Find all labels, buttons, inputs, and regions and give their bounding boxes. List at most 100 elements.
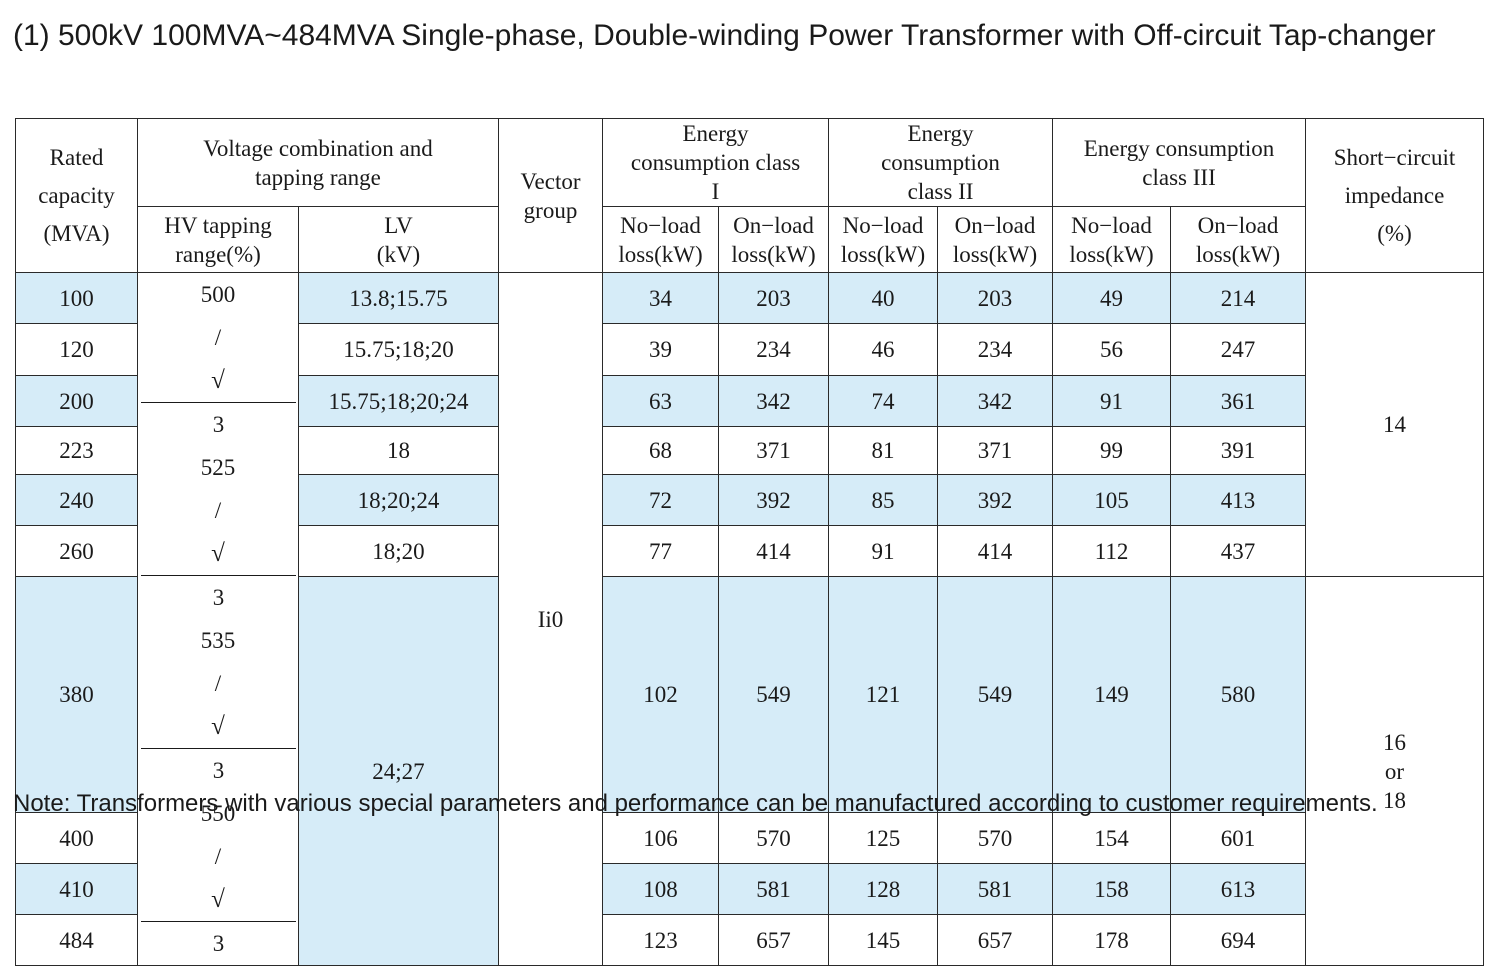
on-load-loss-class-3-cell: 601 — [1170, 812, 1307, 864]
no-load-loss-class-3-cell: 112 — [1052, 525, 1172, 577]
on-load-loss-class-1-cell: 234 — [717, 323, 830, 376]
on-load-loss-class-1-cell: 657 — [717, 914, 830, 966]
table-row: 260 18;20 77 414 91 414 112 437 — [15, 525, 1484, 577]
header-lv: LV (kV) — [298, 206, 499, 273]
capacity-cell: 120 — [15, 323, 138, 376]
hv-value: 535/√ 3 — [140, 619, 296, 792]
capacity-cell: 410 — [15, 863, 138, 915]
lv-cell: 24;27 — [298, 576, 499, 966]
lv-cell: 13.8;15.75 — [298, 272, 499, 324]
no-load-loss-class-2-cell: 121 — [828, 576, 939, 813]
no-load-loss-class-1-cell: 77 — [602, 525, 719, 577]
on-load-loss-class-1-cell: 392 — [717, 474, 830, 526]
capacity-cell: 260 — [15, 525, 138, 577]
header-rated-capacity: Rated capacity (MVA) — [15, 118, 138, 273]
on-load-loss-class-2-cell: 570 — [937, 812, 1054, 864]
on-load-loss-class-3-cell: 361 — [1170, 375, 1307, 427]
lv-cell: 18 — [298, 426, 499, 475]
on-load-loss-class-1-cell: 549 — [717, 576, 830, 813]
header-hv-tapping-range: HV tapping range(%) — [137, 206, 299, 273]
on-load-loss-class-3-cell: 437 — [1170, 525, 1307, 577]
capacity-cell: 223 — [15, 426, 138, 475]
on-load-loss-class-2-cell: 657 — [937, 914, 1054, 966]
table-row: 400 106 570 125 570 154 601 — [15, 812, 1484, 864]
capacity-cell: 100 — [15, 272, 138, 324]
on-load-loss-class-2-cell: 581 — [937, 863, 1054, 915]
no-load-loss-class-1-cell: 108 — [602, 863, 719, 915]
no-load-loss-class-1-cell: 72 — [602, 474, 719, 526]
on-load-loss-class-2-cell: 342 — [937, 375, 1054, 427]
table-row: 120 15.75;18;20 39 234 46 234 56 247 — [15, 323, 1484, 376]
header-on-load-loss-class-2: On−load loss(kW) — [937, 206, 1054, 273]
on-load-loss-class-3-cell: 391 — [1170, 426, 1307, 475]
no-load-loss-class-3-cell: 56 — [1052, 323, 1172, 376]
header-vector-group: Vector group — [498, 118, 603, 273]
table-row: 240 18;20;24 72 392 85 392 105 413 — [15, 474, 1484, 526]
footnote: Note: Transformers with various special … — [13, 790, 1378, 817]
no-load-loss-class-2-cell: 125 — [828, 812, 939, 864]
capacity-cell: 200 — [15, 375, 138, 427]
on-load-loss-class-1-cell: 371 — [717, 426, 830, 475]
header-short-circuit-impedance: Short−circuit impedance (%) — [1305, 118, 1485, 273]
on-load-loss-class-1-cell: 203 — [717, 272, 830, 324]
lv-cell: 18;20 — [298, 525, 499, 577]
lv-cell: 15.75;18;20;24 — [298, 375, 499, 427]
header-on-load-loss-class-3: On−load loss(kW) — [1170, 206, 1307, 273]
hv-value: 500/√ 3 — [140, 273, 296, 446]
no-load-loss-class-3-cell: 91 — [1052, 375, 1172, 427]
no-load-loss-class-2-cell: 46 — [828, 323, 939, 376]
header-voltage-combination: Voltage combination and tapping range — [137, 118, 499, 207]
hv-value: 525/√ 3 — [140, 446, 296, 619]
no-load-loss-class-2-cell: 74 — [828, 375, 939, 427]
impedance-cell-14: 14 — [1305, 272, 1485, 577]
no-load-loss-class-2-cell: 145 — [828, 914, 939, 966]
no-load-loss-class-1-cell: 39 — [602, 323, 719, 376]
no-load-loss-class-1-cell: 68 — [602, 426, 719, 475]
header-no-load-loss-class-1: No−load loss(kW) — [602, 206, 719, 273]
page-title: (1) 500kV 100MVA~484MVA Single-phase, Do… — [13, 19, 1436, 52]
on-load-loss-class-3-cell: 247 — [1170, 323, 1307, 376]
on-load-loss-class-2-cell: 549 — [937, 576, 1054, 813]
no-load-loss-class-2-cell: 40 — [828, 272, 939, 324]
on-load-loss-class-2-cell: 371 — [937, 426, 1054, 475]
no-load-loss-class-3-cell: 178 — [1052, 914, 1172, 966]
table-row: 223 18 68 371 81 371 99 391 — [15, 426, 1484, 475]
header-energy-class-3: Energy consumption class III — [1052, 118, 1307, 207]
impedance-cell-16-or-18: 16 or 18 — [1305, 576, 1485, 966]
on-load-loss-class-3-cell: 694 — [1170, 914, 1307, 966]
no-load-loss-class-1-cell: 123 — [602, 914, 719, 966]
hv-tapping-range-cell: 500/√ 3 525/√ 3 535/√ 3 550/√ 3 — [137, 272, 299, 966]
no-load-loss-class-3-cell: 105 — [1052, 474, 1172, 526]
no-load-loss-class-1-cell: 106 — [602, 812, 719, 864]
capacity-cell: 380 — [15, 576, 138, 813]
on-load-loss-class-3-cell: 613 — [1170, 863, 1307, 915]
capacity-cell: 400 — [15, 812, 138, 864]
capacity-cell: 484 — [15, 914, 138, 966]
table-row: 100 500/√ 3 525/√ 3 535/√ 3 550/√ 3 13.8;15.… — [15, 272, 1485, 966]
no-load-loss-class-2-cell: 91 — [828, 525, 939, 577]
no-load-loss-class-3-cell: 154 — [1052, 812, 1172, 864]
no-load-loss-class-1-cell: 63 — [602, 375, 719, 427]
on-load-loss-class-2-cell: 414 — [937, 525, 1054, 577]
header-no-load-loss-class-2: No−load loss(kW) — [828, 206, 939, 273]
no-load-loss-class-1-cell: 102 — [602, 576, 719, 813]
on-load-loss-class-3-cell: 214 — [1170, 272, 1307, 324]
no-load-loss-class-2-cell: 85 — [828, 474, 939, 526]
on-load-loss-class-2-cell: 392 — [937, 474, 1054, 526]
no-load-loss-class-1-cell: 34 — [602, 272, 719, 324]
header-on-load-loss-class-1: On−load loss(kW) — [717, 206, 830, 273]
lv-cell: 18;20;24 — [298, 474, 499, 526]
no-load-loss-class-3-cell: 149 — [1052, 576, 1172, 813]
capacity-cell: 240 — [15, 474, 138, 526]
no-load-loss-class-3-cell: 49 — [1052, 272, 1172, 324]
no-load-loss-class-3-cell: 99 — [1052, 426, 1172, 475]
on-load-loss-class-1-cell: 342 — [717, 375, 830, 427]
on-load-loss-class-1-cell: 581 — [717, 863, 830, 915]
on-load-loss-class-1-cell: 414 — [717, 525, 830, 577]
vector-group-cell: Ii0 — [498, 272, 603, 966]
lv-cell: 15.75;18;20 — [298, 323, 499, 376]
no-load-loss-class-2-cell: 128 — [828, 863, 939, 915]
header-no-load-loss-class-3: No−load loss(kW) — [1052, 206, 1172, 273]
header-energy-class-1: Energy consumption class I — [601, 118, 830, 207]
on-load-loss-class-2-cell: 234 — [937, 323, 1054, 376]
